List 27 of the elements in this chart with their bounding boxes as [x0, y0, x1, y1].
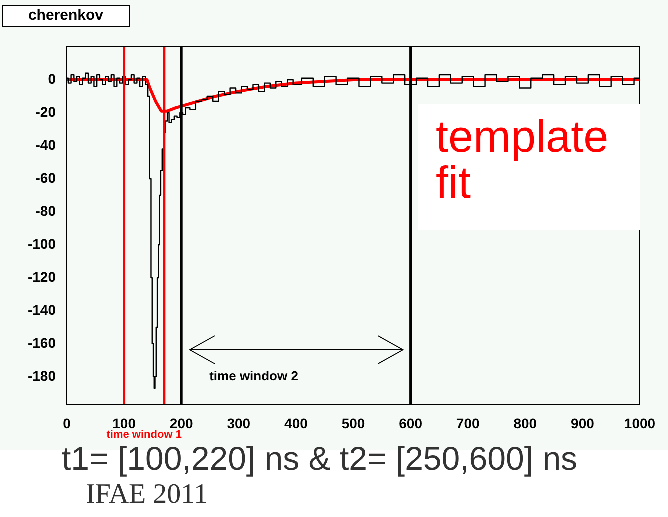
text: t1= [100,220] ns & t2= [250,600] ns [62, 440, 578, 478]
y-tick-label: -180 [28, 368, 56, 384]
text: time window 1 [106, 429, 182, 441]
text: IFAE 2011 [86, 479, 208, 511]
y-tick-label: -140 [28, 302, 56, 318]
x-tick-label: 1000 [624, 415, 656, 432]
x-tick-label: 700 [456, 415, 480, 432]
x-tick-label: 100 [112, 415, 136, 432]
y-tick-label: 0 [48, 70, 56, 87]
x-tick-label: 400 [284, 415, 308, 432]
x-tick-label: 300 [227, 415, 251, 432]
annotation: time window 2 [210, 368, 298, 384]
annotation: template fit [418, 104, 640, 230]
x-tick-label: 0 [63, 415, 72, 432]
y-tick-label: -80 [36, 202, 56, 219]
y-tick-label: -20 [36, 104, 56, 120]
chart-title: cherenkov [2, 5, 130, 27]
x-tick-label: 500 [342, 415, 366, 432]
y-tick-label: -160 [28, 334, 56, 351]
x-tick-label: 600 [399, 415, 423, 432]
y-tick-label: -40 [36, 136, 56, 153]
y-tick-label: -120 [28, 268, 56, 285]
x-tick-label: 200 [170, 415, 194, 432]
x-tick-label: 900 [571, 415, 595, 432]
y-tick-label: -60 [36, 170, 56, 186]
x-tick-label: 800 [514, 415, 538, 432]
y-tick-label: -100 [28, 236, 56, 252]
